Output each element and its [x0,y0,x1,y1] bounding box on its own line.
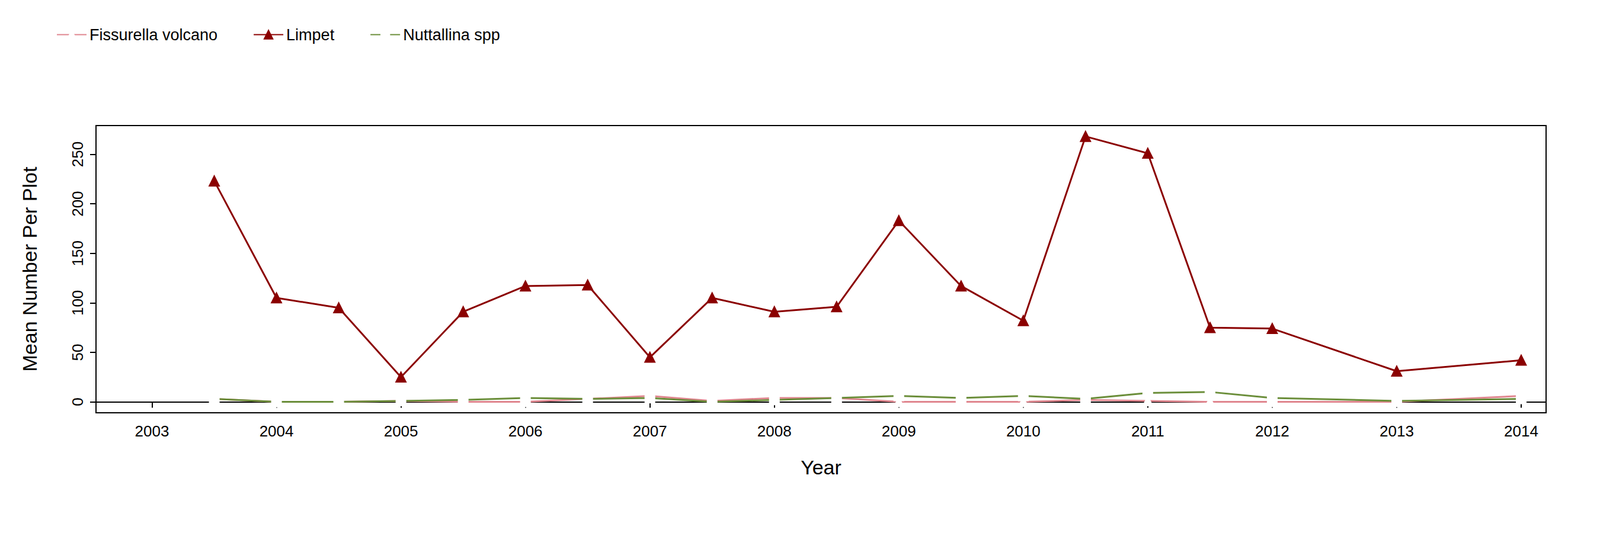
svg-text:2004: 2004 [259,422,294,441]
svg-text:Nuttallina spp: Nuttallina spp [402,26,501,44]
svg-text:Fissurella volcano: Fissurella volcano [89,26,218,44]
svg-text:250: 250 [68,141,87,168]
svg-text:2012: 2012 [1255,422,1290,441]
svg-text:100: 100 [68,290,87,316]
svg-text:2010: 2010 [1006,422,1041,441]
svg-text:2011: 2011 [1131,422,1165,441]
svg-text:2009: 2009 [881,422,917,441]
svg-text:2005: 2005 [384,422,419,441]
svg-text:0: 0 [68,397,87,406]
svg-text:2006: 2006 [508,422,543,441]
svg-text:Mean Number Per Plot: Mean Number Per Plot [18,166,41,372]
svg-text:150: 150 [68,240,87,267]
svg-text:200: 200 [68,190,87,217]
svg-text:50: 50 [68,344,87,362]
svg-text:2007: 2007 [632,422,668,441]
svg-text:2003: 2003 [135,422,170,441]
svg-text:Year: Year [800,456,842,479]
svg-text:2014: 2014 [1504,422,1539,441]
svg-text:Limpet: Limpet [286,26,335,44]
svg-text:2013: 2013 [1379,422,1414,441]
svg-text:2008: 2008 [757,422,792,441]
